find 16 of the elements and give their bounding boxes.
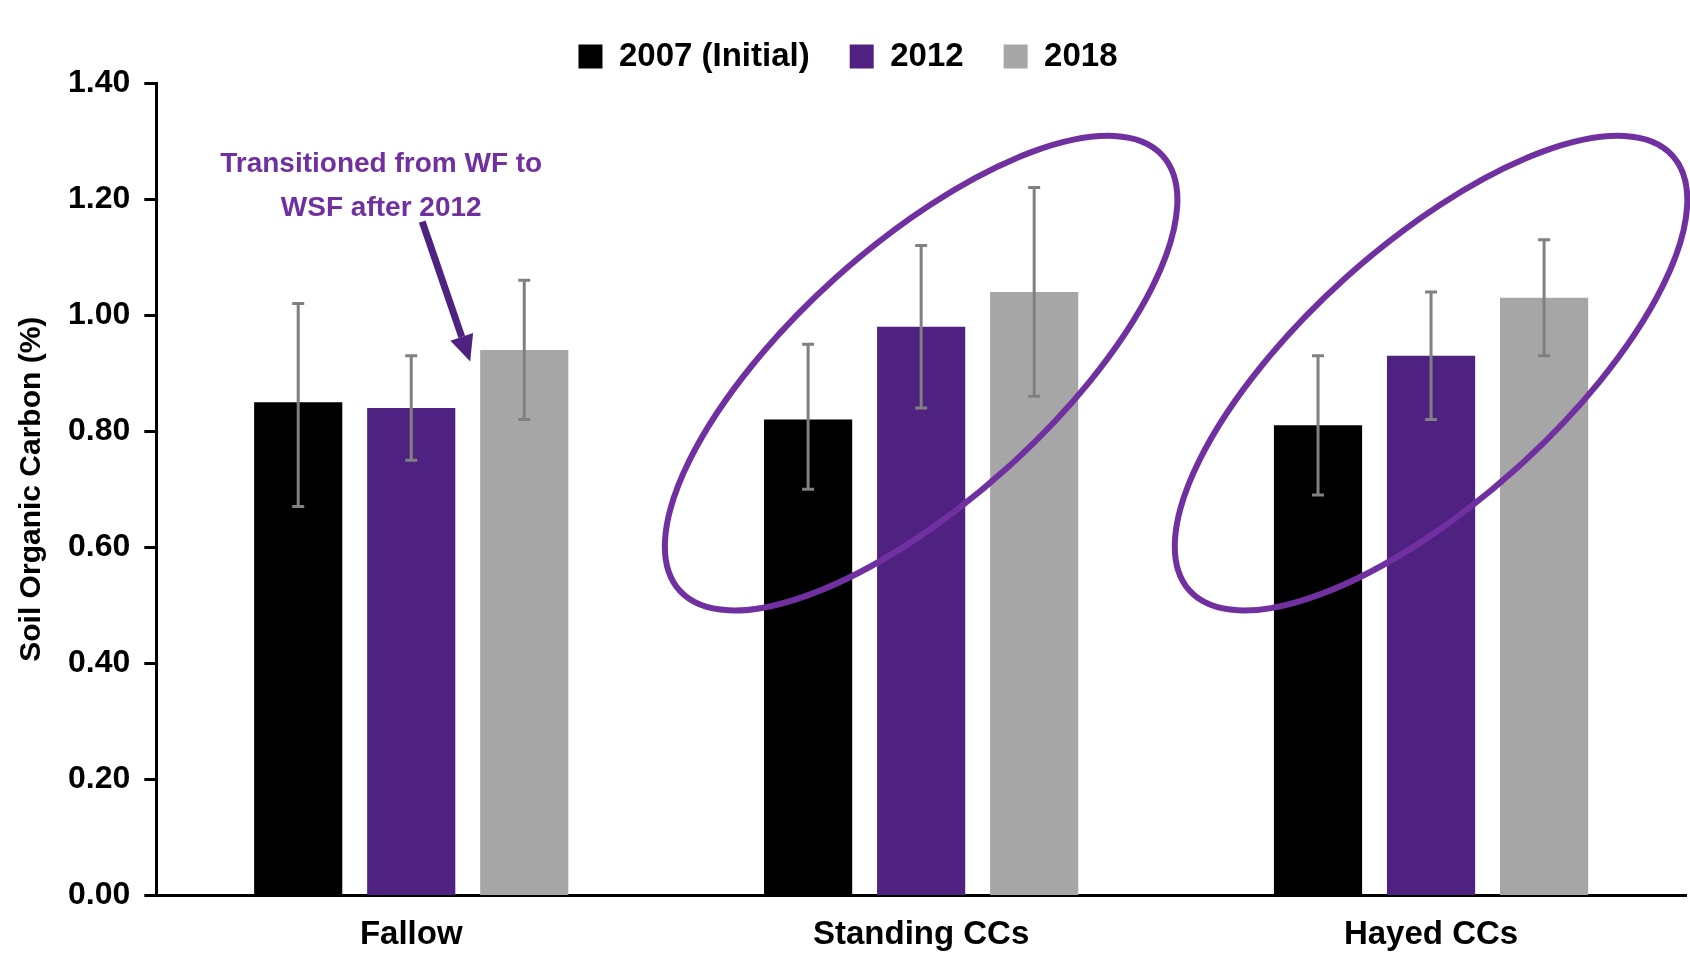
y-tick-label: 0.00 [68, 875, 131, 912]
legend-label: 2007 (Initial) [618, 35, 810, 73]
y-axis-title: Soil Organic Carbon (%) [13, 316, 47, 662]
y-tick-label: 0.80 [68, 411, 131, 447]
y-tick-label: 0.60 [68, 527, 131, 564]
legend-label: 2018 [1044, 35, 1118, 73]
x-tick-label: Fallow [359, 914, 463, 952]
x-tick-label: Standing CCs [812, 914, 1030, 952]
legend-label: 2012 [890, 35, 964, 73]
y-tick-label: 1.40 [68, 62, 131, 99]
x-tick-label: Hayed CCs [1343, 914, 1519, 952]
y-tick-label: 0.40 [68, 643, 131, 680]
y-tick-label: 1.00 [68, 294, 131, 331]
y-tick-label: 0.20 [68, 759, 131, 796]
annotation: Transitioned from WF to WSF after 2012 [220, 146, 543, 222]
y-tick-label: 1.20 [68, 178, 131, 215]
